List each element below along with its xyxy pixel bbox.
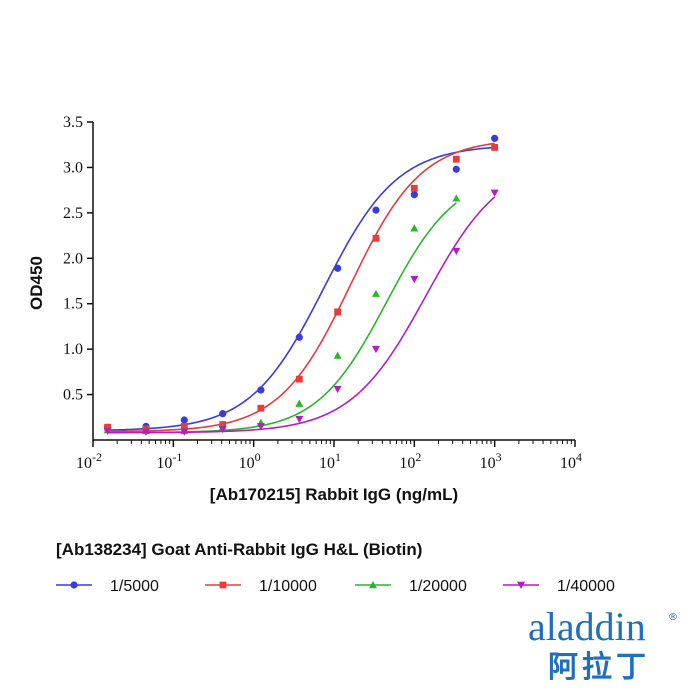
logo-registered-mark: ® — [668, 612, 678, 623]
data-point — [491, 144, 499, 151]
data-point — [452, 165, 460, 173]
x-tick-label: 104 — [560, 450, 582, 472]
data-point — [295, 399, 304, 407]
plot-area — [103, 134, 499, 436]
legend-label: 1/5000 — [110, 578, 159, 595]
y-tick-label: 2.5 — [63, 205, 83, 222]
x-tick-label: 10-1 — [156, 450, 182, 472]
legend-marker — [517, 581, 525, 589]
y-tick-label: 3.0 — [63, 159, 83, 176]
data-point — [180, 428, 189, 436]
data-point — [180, 416, 188, 424]
data-point — [372, 234, 380, 242]
legend-title: [Ab138234] Goat Anti-Rabbit IgG H&L (Bio… — [56, 540, 422, 559]
data-point — [490, 189, 499, 197]
data-point — [410, 191, 418, 199]
legend-marker — [369, 581, 377, 589]
data-point — [452, 247, 461, 256]
aladdin-logo: aladdin ® 阿拉丁 — [528, 604, 678, 685]
y-axis-ticks: 0.5 1.0 1.5 2.0 2.5 3.0 3.5 — [63, 114, 93, 404]
logo-chinese-text: 阿拉丁 — [548, 650, 650, 685]
data-point — [371, 289, 380, 297]
data-point — [180, 422, 188, 430]
data-point — [452, 194, 461, 202]
fit-curve — [107, 142, 495, 433]
x-tick-label: 101 — [319, 450, 341, 472]
fit-curve — [107, 202, 457, 434]
data-point — [334, 308, 342, 316]
data-point — [333, 385, 342, 394]
series-1-40000 — [103, 189, 499, 436]
y-tick-label: 2.0 — [63, 250, 83, 267]
x-axis-ticks: 10-2 10-1 100 101 102 103 104 — [76, 440, 582, 472]
y-tick-label: 3.5 — [63, 114, 83, 131]
legend: 1/5000 1/10000 1/20000 1/40000 — [56, 578, 615, 595]
series-1-20000 — [103, 194, 461, 435]
data-point — [219, 410, 227, 418]
data-point — [410, 275, 419, 284]
y-tick-label: 1.0 — [63, 341, 83, 358]
data-point — [295, 333, 303, 341]
legend-item: 1/20000 — [355, 578, 467, 595]
data-point — [295, 375, 303, 383]
data-point — [256, 423, 265, 431]
legend-label: 1/20000 — [409, 578, 467, 595]
y-tick-label: 0.5 — [63, 387, 83, 404]
legend-label: 1/40000 — [557, 578, 615, 595]
data-point — [452, 155, 460, 163]
x-tick-label: 102 — [399, 450, 421, 472]
legend-marker — [70, 581, 78, 589]
data-point — [372, 206, 380, 214]
legend-item: 1/40000 — [503, 578, 615, 595]
axes: 0.51.01.52.02.53.03.5 10-2 10-1 100 101 102 1… — [63, 114, 582, 472]
logo-latin-text: aladdin — [528, 604, 646, 649]
data-point — [371, 345, 380, 354]
legend-label: 1/10000 — [259, 578, 317, 595]
x-axis-title: [Ab170215] Rabbit IgG (ng/mL) — [210, 485, 458, 504]
data-point — [295, 415, 304, 424]
data-point — [491, 134, 499, 142]
data-point — [334, 264, 342, 272]
legend-item: 1/5000 — [56, 578, 159, 595]
fit-curve — [107, 146, 495, 431]
data-point — [410, 184, 418, 192]
y-axis-title: OD450 — [27, 256, 46, 310]
series-1-10000 — [104, 142, 499, 433]
legend-item: 1/10000 — [205, 578, 317, 595]
series-1-5000 — [104, 134, 499, 431]
fit-curve — [107, 196, 496, 434]
data-point — [218, 425, 227, 434]
data-point — [142, 428, 151, 436]
data-point — [410, 224, 419, 232]
data-point — [257, 386, 265, 394]
x-tick-label: 103 — [480, 450, 502, 472]
x-tick-label: 100 — [239, 450, 261, 472]
x-tick-label: 10-2 — [76, 450, 102, 472]
data-point — [103, 427, 112, 435]
y-tick-label: 1.5 — [63, 296, 83, 313]
data-point — [257, 404, 265, 412]
legend-marker — [219, 581, 227, 589]
data-point — [333, 351, 342, 359]
